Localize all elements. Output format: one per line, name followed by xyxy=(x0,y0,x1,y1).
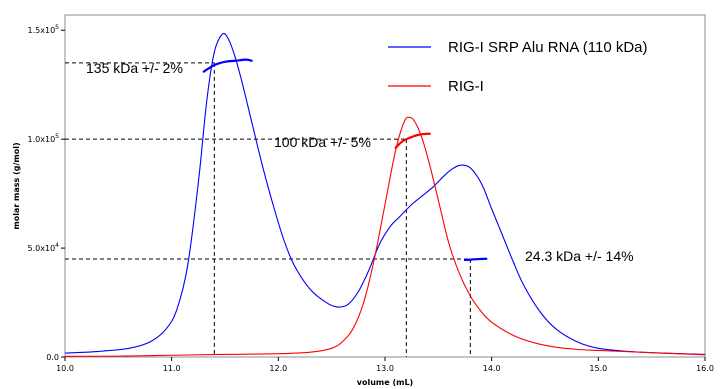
y-tick-label: 0.0 xyxy=(46,353,59,362)
guide-lines xyxy=(65,62,471,357)
annotation-135-kda: 135 kDa +/- 2% xyxy=(86,60,183,76)
molar-mass-segment-0 xyxy=(202,58,253,73)
x-axis-label: volume (mL) xyxy=(357,378,413,387)
x-axis: 10.0 11.0 12.0 13.0 14.0 15.0 16.0 xyxy=(56,357,714,373)
annotation-100-kda: 100 kDa +/- 5% xyxy=(274,134,371,150)
series-line-0 xyxy=(64,32,706,355)
plot-frame xyxy=(64,14,706,358)
x-tick-label: 12.0 xyxy=(269,364,287,373)
x-tick-label: 11.0 xyxy=(163,364,181,373)
y-axis: 0.0 5.0x104 1.0x105 1.5x105 xyxy=(28,24,65,362)
molar-mass-segment-2 xyxy=(463,257,488,262)
legend-label-rig-i: RIG-I xyxy=(448,78,484,95)
series-lines xyxy=(64,32,706,357)
molar-mass-segments xyxy=(202,58,488,262)
y-axis-label: molar mass (g/mol) xyxy=(12,142,21,229)
y-tick-label: 1.5x105 xyxy=(28,24,60,35)
x-tick-label: 15.0 xyxy=(589,364,607,373)
series-line-1 xyxy=(64,116,706,357)
legend: RIG-I SRP Alu RNA (110 kDa) RIG-I xyxy=(388,39,648,95)
y-tick-label: 5.0x104 xyxy=(28,242,60,253)
legend-label-rig-i-srp-alu: RIG-I SRP Alu RNA (110 kDa) xyxy=(448,39,648,56)
annotation-24-kda: 24.3 kDa +/- 14% xyxy=(525,248,634,264)
x-tick-label: 14.0 xyxy=(483,364,501,373)
x-tick-label: 13.0 xyxy=(376,364,394,373)
molar-mass-segment-1 xyxy=(394,132,431,149)
y-tick-label: 1.0x105 xyxy=(28,133,60,144)
x-tick-label: 10.0 xyxy=(56,364,74,373)
x-tick-label: 16.0 xyxy=(696,364,714,373)
